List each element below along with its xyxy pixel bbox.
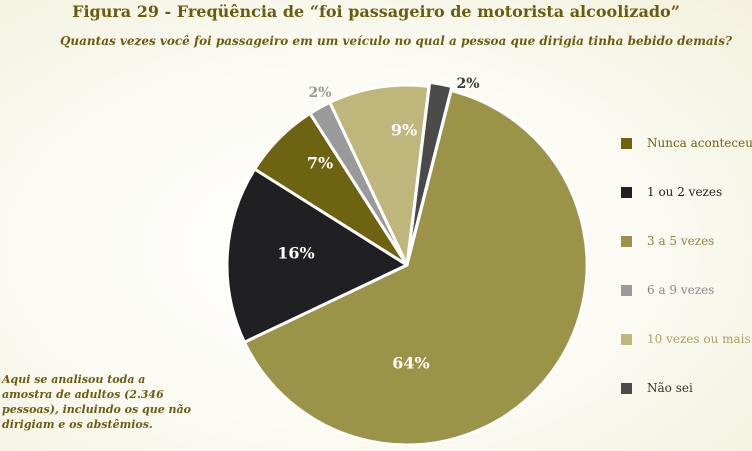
legend-label: 3 a 5 vezes	[647, 234, 715, 248]
legend-item-2: 3 a 5 vezes	[620, 226, 752, 275]
legend-item-1: 1 ou 2 vezes	[620, 177, 752, 226]
legend-swatch	[621, 285, 632, 296]
legend-label: 10 vezes ou mais	[647, 332, 751, 346]
legend-swatch	[621, 138, 632, 149]
legend-swatch	[621, 334, 632, 345]
slice-value-label-2: 16%	[277, 244, 314, 263]
legend-item-0: Nunca aconteceu	[620, 128, 752, 177]
slice-value-label-3: 7%	[307, 154, 333, 173]
legend-label: 6 a 9 vezes	[647, 283, 715, 297]
legend-label: 1 ou 2 vezes	[647, 185, 723, 199]
sample-note: Aqui se analisou toda a amostra de adult…	[2, 373, 192, 431]
pie-slice-5	[328, 83, 431, 267]
legend-label: Nunca aconteceu	[647, 136, 752, 150]
legend-item-3: 6 a 9 vezes	[620, 275, 752, 324]
slice-value-label-4: 2%	[308, 85, 331, 101]
slice-value-label-1: 64%	[392, 354, 429, 373]
legend-item-4: 10 vezes ou mais	[620, 324, 752, 373]
chart-title: Figura 29 - Freqüência de “foi passageir…	[72, 2, 680, 21]
legend-swatch	[621, 187, 632, 198]
legend-item-5: Não sei	[620, 373, 752, 422]
legend-swatch	[621, 383, 632, 394]
legend: Nunca aconteceu 1 ou 2 vezes 3 a 5 vezes 6 …	[620, 128, 752, 422]
pie-slice-1	[242, 88, 589, 447]
legend-label: Não sei	[647, 381, 693, 395]
slice-value-label-0: 2%	[456, 76, 479, 92]
chart-subtitle: Quantas vezes você foi passageiro em um …	[59, 34, 733, 48]
legend-swatch	[621, 236, 632, 247]
pie-slice-2	[225, 167, 409, 344]
slice-value-label-5: 9%	[391, 121, 417, 140]
